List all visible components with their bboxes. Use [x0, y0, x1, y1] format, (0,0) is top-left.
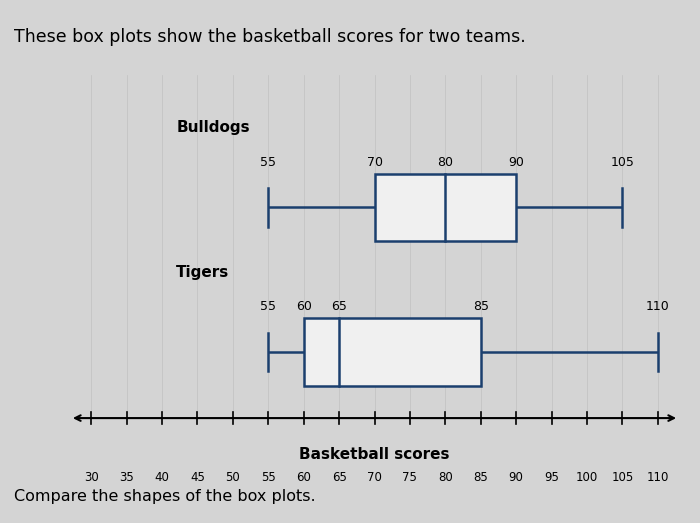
Text: Basketball scores: Basketball scores	[300, 447, 449, 462]
Text: Bulldogs: Bulldogs	[176, 120, 250, 135]
Text: 55: 55	[260, 156, 276, 169]
Text: 55: 55	[260, 300, 276, 313]
Text: 105: 105	[610, 156, 634, 169]
Text: 60: 60	[295, 300, 312, 313]
Text: 65: 65	[331, 300, 347, 313]
Bar	[374, 174, 516, 241]
Text: Compare the shapes of the box plots.: Compare the shapes of the box plots.	[14, 490, 316, 504]
Text: 90: 90	[508, 156, 524, 169]
Text: 85: 85	[473, 300, 489, 313]
Text: 70: 70	[367, 156, 382, 169]
Bar	[304, 318, 481, 385]
Text: These box plots show the basketball scores for two teams.: These box plots show the basketball scor…	[14, 28, 526, 46]
Text: 110: 110	[646, 300, 670, 313]
Text: 80: 80	[438, 156, 454, 169]
Text: Tigers: Tigers	[176, 265, 230, 280]
